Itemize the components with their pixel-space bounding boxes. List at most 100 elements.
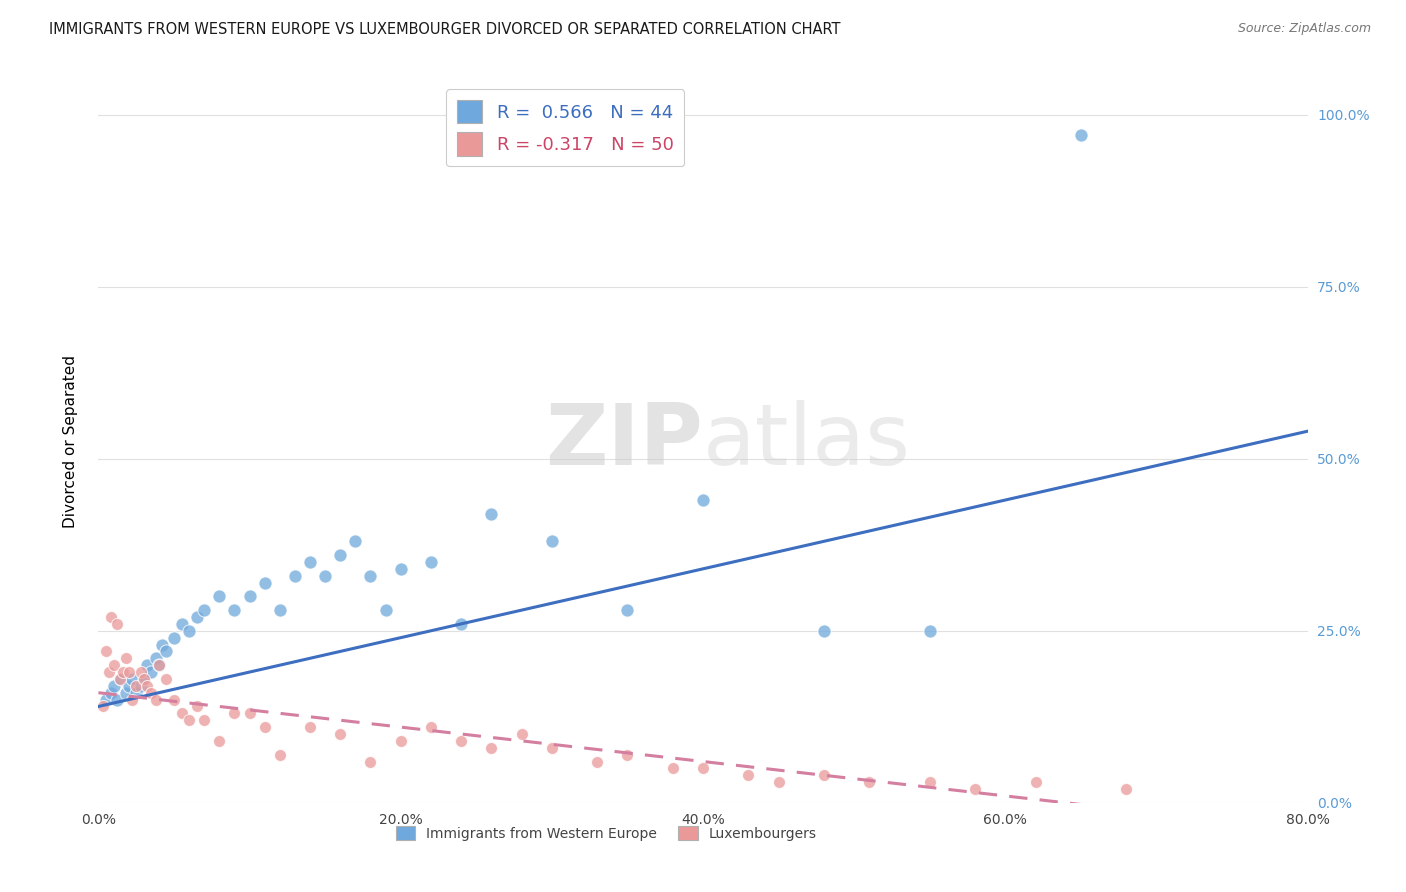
Point: [540, 534, 562, 549]
Point: [145, 651, 167, 665]
Point: [141, 686, 163, 700]
Point: [450, 734, 472, 748]
Point: [170, 616, 193, 631]
Point: [135, 679, 157, 693]
Point: [193, 713, 215, 727]
Point: [125, 679, 148, 693]
Point: [314, 568, 336, 582]
Point: [420, 555, 443, 569]
Point: [389, 562, 412, 576]
Point: [661, 761, 683, 775]
Point: [94, 692, 117, 706]
Point: [118, 679, 141, 693]
Point: [163, 631, 186, 645]
Point: [121, 672, 143, 686]
Point: [141, 665, 163, 679]
Point: [148, 658, 170, 673]
Point: [129, 665, 152, 679]
Point: [105, 616, 128, 631]
Point: [114, 651, 136, 665]
Point: [269, 747, 291, 762]
Point: [125, 686, 148, 700]
Point: [148, 658, 170, 673]
Point: [108, 672, 131, 686]
Text: Source: ZipAtlas.com: Source: ZipAtlas.com: [1237, 22, 1371, 36]
Point: [284, 568, 307, 582]
Point: [170, 706, 193, 721]
Point: [918, 624, 941, 638]
Point: [100, 610, 122, 624]
Point: [768, 775, 790, 789]
Point: [360, 568, 382, 582]
Point: [179, 713, 201, 727]
Point: [98, 665, 121, 679]
Point: [692, 761, 714, 775]
Point: [208, 734, 231, 748]
Point: [103, 679, 125, 693]
Point: [100, 686, 122, 700]
Point: [1115, 782, 1137, 797]
Point: [344, 534, 367, 549]
Point: [193, 603, 215, 617]
Text: atlas: atlas: [703, 400, 911, 483]
Point: [111, 665, 134, 679]
Point: [420, 720, 443, 734]
Point: [114, 686, 136, 700]
Point: [616, 603, 638, 617]
Point: [129, 679, 152, 693]
Point: [163, 692, 186, 706]
Point: [329, 548, 352, 562]
Point: [224, 706, 246, 721]
Point: [145, 692, 167, 706]
Point: [481, 507, 503, 521]
Point: [132, 672, 155, 686]
Point: [510, 727, 533, 741]
Point: [329, 727, 352, 741]
Point: [91, 699, 114, 714]
Point: [239, 706, 262, 721]
Point: [360, 755, 382, 769]
Point: [586, 755, 609, 769]
Point: [94, 644, 117, 658]
Point: [253, 720, 276, 734]
Text: ZIP: ZIP: [546, 400, 703, 483]
Point: [965, 782, 987, 797]
Point: [737, 768, 759, 782]
Legend: Immigrants from Western Europe, Luxembourgers: Immigrants from Western Europe, Luxembou…: [391, 821, 823, 847]
Point: [121, 692, 143, 706]
Point: [155, 644, 177, 658]
Point: [858, 775, 880, 789]
Point: [135, 658, 157, 673]
Point: [374, 603, 396, 617]
Point: [299, 720, 322, 734]
Y-axis label: Divorced or Separated: Divorced or Separated: [63, 355, 77, 528]
Point: [813, 624, 835, 638]
Point: [186, 699, 208, 714]
Point: [103, 658, 125, 673]
Point: [208, 590, 231, 604]
Point: [813, 768, 835, 782]
Point: [616, 747, 638, 762]
Point: [150, 638, 173, 652]
Point: [105, 692, 128, 706]
Point: [1024, 775, 1046, 789]
Point: [179, 624, 201, 638]
Point: [269, 603, 291, 617]
Point: [450, 616, 472, 631]
Point: [481, 740, 503, 755]
Point: [1070, 128, 1092, 143]
Point: [239, 590, 262, 604]
Point: [118, 665, 141, 679]
Point: [132, 672, 155, 686]
Point: [540, 740, 562, 755]
Point: [110, 672, 132, 686]
Point: [692, 493, 714, 508]
Point: [389, 734, 412, 748]
Point: [186, 610, 208, 624]
Point: [253, 575, 276, 590]
Point: [918, 775, 941, 789]
Point: [224, 603, 246, 617]
Point: [299, 555, 322, 569]
Text: IMMIGRANTS FROM WESTERN EUROPE VS LUXEMBOURGER DIVORCED OR SEPARATED CORRELATION: IMMIGRANTS FROM WESTERN EUROPE VS LUXEMB…: [49, 22, 841, 37]
Point: [155, 672, 177, 686]
